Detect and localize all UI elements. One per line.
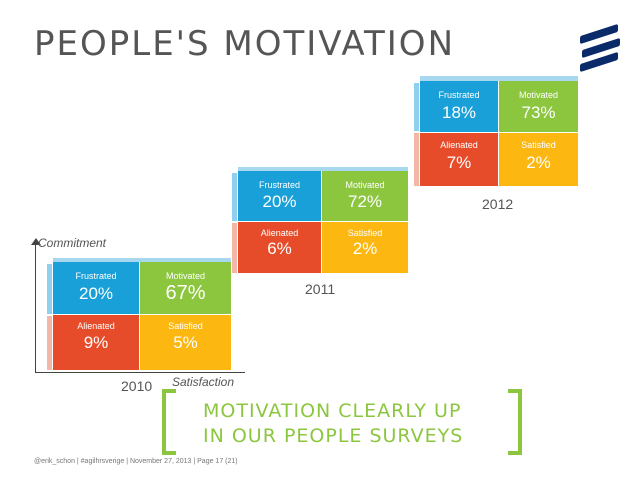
quadrant-alienated: Alienated 6%	[238, 222, 321, 273]
quadrant-frustrated: Frustrated 20%	[238, 171, 321, 221]
quadrant-value: 18%	[441, 103, 477, 122]
quadrant-value: 9%	[83, 333, 109, 352]
quadrant-motivated: Motivated 72%	[322, 171, 408, 221]
quadrant-label: Motivated	[345, 180, 385, 190]
quadrant-alienated: Alienated 7%	[420, 133, 498, 186]
left-edge-top	[414, 83, 419, 131]
left-edge-top	[232, 173, 237, 221]
y-axis-arrow-icon	[31, 238, 41, 245]
quadrant-motivated: Motivated 73%	[499, 81, 578, 132]
quadrant-label: Satisfied	[521, 140, 556, 150]
quadrant-value: 7%	[446, 153, 472, 172]
y-axis-label: Commitment	[38, 236, 107, 250]
quadrant-label: Motivated	[165, 271, 206, 281]
message-line-1: MOTIVATION CLEARLY UP	[203, 400, 462, 422]
matrix-2011: Frustrated 20% Motivated 72% Alienated 6…	[232, 167, 408, 273]
x-axis-label: Satisfaction	[172, 375, 235, 389]
quadrant-label: Frustrated	[75, 271, 117, 281]
year-label-2010: 2010	[121, 378, 153, 394]
matrix-2012: Frustrated 18% Motivated 73% Alienated 7…	[414, 76, 578, 186]
quadrant-frustrated: Frustrated 20%	[53, 262, 139, 314]
left-bracket	[162, 389, 176, 455]
quadrant-label: Satisfied	[347, 228, 383, 238]
page-title: PEOPLE'S MOTIVATION	[34, 24, 455, 64]
year-label-2012: 2012	[482, 196, 514, 212]
message-line-2: IN OUR PEOPLE SURVEYS	[203, 425, 464, 447]
left-edge-bottom	[414, 133, 419, 186]
quadrant-satisfied: Satisfied 2%	[499, 133, 578, 186]
left-edge-bottom	[232, 223, 237, 273]
top-edge	[238, 167, 408, 171]
left-edge-bottom	[47, 316, 52, 370]
quadrant-value: 6%	[267, 239, 292, 258]
left-edge-top	[47, 264, 52, 314]
quadrant-satisfied: Satisfied 2%	[322, 222, 408, 273]
quadrant-label: Alienated	[260, 228, 299, 238]
footer-text: @erik_schon | #agilhrsverige | November …	[34, 458, 238, 465]
top-edge	[420, 76, 578, 81]
quadrant-motivated: Motivated 67%	[140, 262, 231, 314]
quadrant-alienated: Alienated 9%	[53, 315, 139, 370]
quadrant-value: 67%	[165, 282, 206, 304]
quadrant-label: Motivated	[518, 90, 559, 100]
quadrant-satisfied: Satisfied 5%	[140, 315, 231, 370]
top-edge	[53, 258, 231, 262]
year-label-2011: 2011	[305, 281, 336, 297]
right-bracket	[508, 389, 522, 455]
quadrant-label: Frustrated	[258, 180, 300, 190]
quadrant-value: 2%	[352, 239, 378, 258]
quadrant-value: 72%	[347, 192, 383, 211]
y-axis-line	[35, 244, 36, 372]
quadrant-frustrated: Frustrated 18%	[420, 81, 498, 132]
quadrant-label: Satisfied	[168, 321, 203, 331]
x-axis-line	[35, 372, 245, 373]
quadrant-label: Alienated	[77, 321, 115, 331]
matrix-2010: Frustrated 20% Motivated 67% Alienated 9…	[47, 258, 231, 370]
quadrant-value: 5%	[173, 333, 198, 352]
quadrant-value: 20%	[78, 284, 114, 303]
quadrant-value: 20%	[262, 192, 297, 211]
quadrant-label: Alienated	[440, 140, 478, 150]
quadrant-value: 2%	[526, 153, 551, 172]
quadrant-value: 73%	[521, 103, 556, 122]
ericsson-logo-icon	[578, 23, 622, 74]
quadrant-label: Frustrated	[438, 90, 480, 100]
